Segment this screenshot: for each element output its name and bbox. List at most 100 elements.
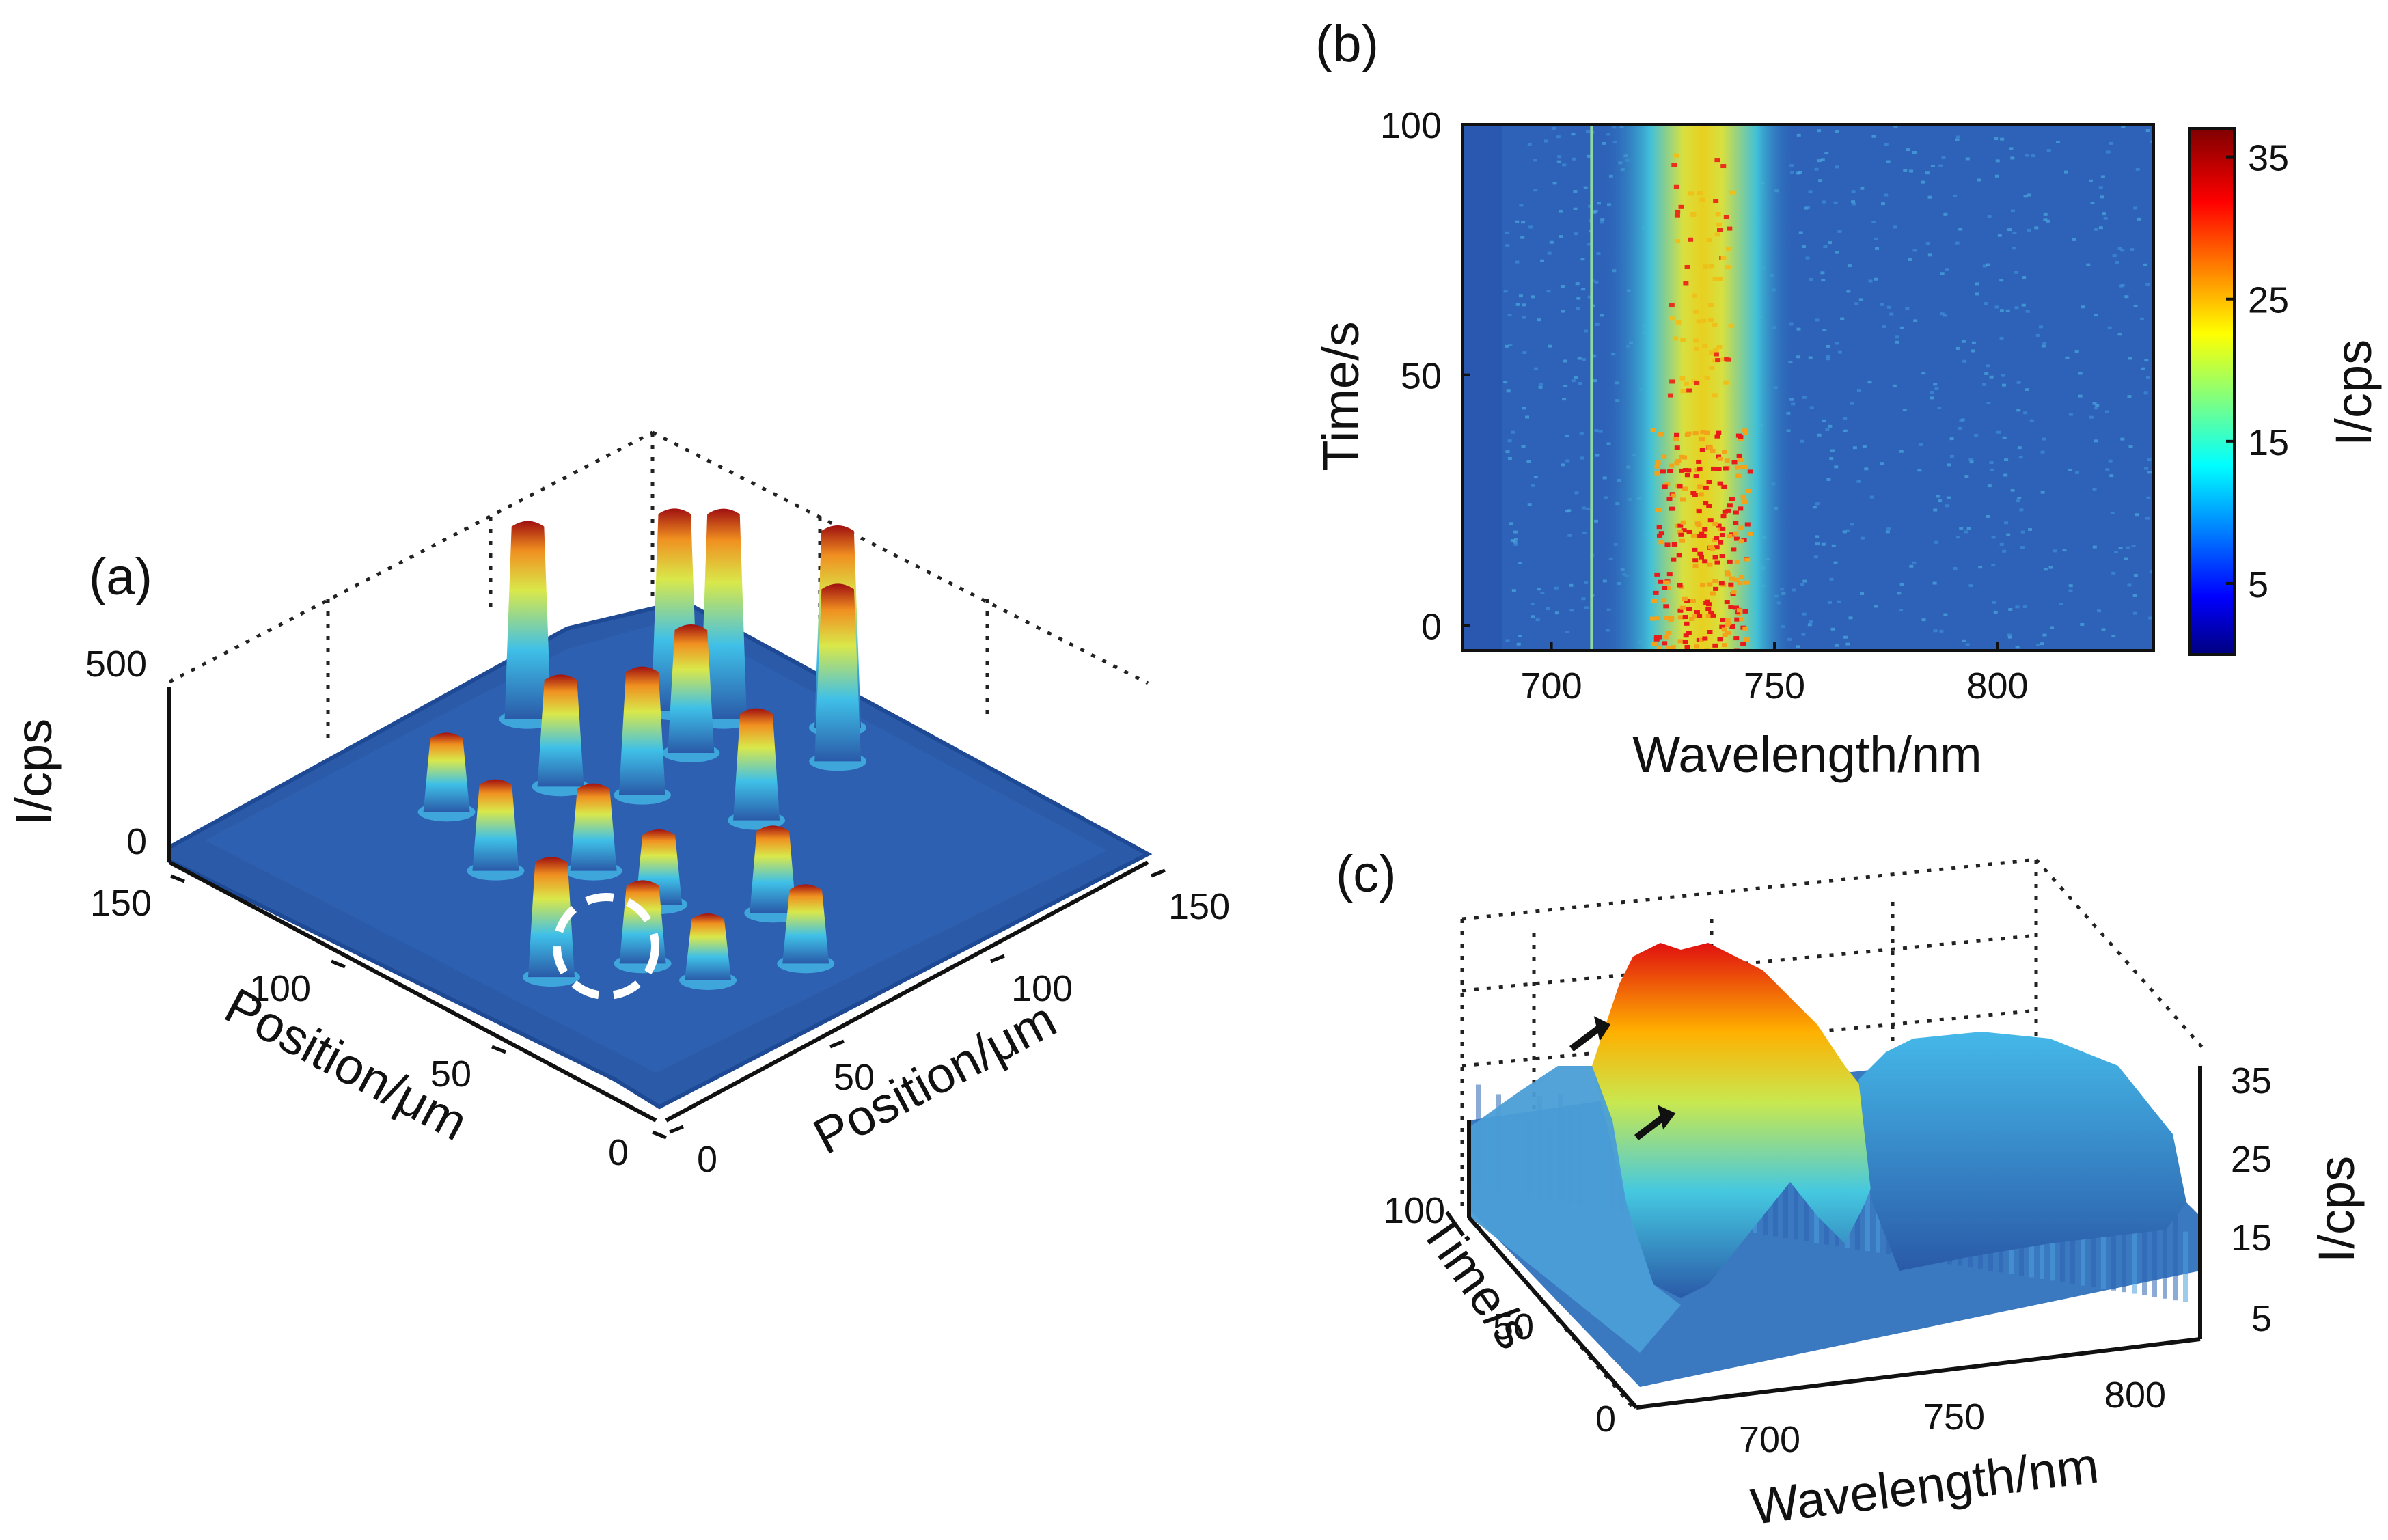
heatmap-hot-cell	[1697, 551, 1703, 556]
heatmap-noise-cell	[1868, 279, 1873, 283]
heatmap-hot-cell	[1716, 276, 1723, 281]
heatmap-hot-cell	[1728, 605, 1734, 609]
heatmap-noise-cell	[2009, 147, 2014, 150]
heatmap-noise-cell	[1595, 322, 1600, 326]
heatmap-hot-cell	[1742, 626, 1748, 631]
heatmap-noise-cell	[1953, 567, 1958, 570]
heatmap-noise-cell	[2100, 195, 2104, 199]
heatmap-noise-cell	[1515, 303, 1520, 306]
heatmap-hot-cell	[1675, 239, 1681, 244]
heatmap-noise-cell	[1842, 530, 1847, 534]
heatmap-noise-cell	[1831, 544, 1836, 547]
panel-a-y-tick: 50	[834, 1057, 875, 1098]
heatmap-noise-cell	[1505, 231, 1509, 234]
heatmap-noise-cell	[2147, 458, 2152, 462]
heatmap-noise-cell	[2023, 411, 2028, 415]
panel-b-x-tick: 700	[1521, 665, 1582, 706]
heatmap-noise-cell	[1581, 506, 1586, 510]
heatmap-noise-cell	[1576, 297, 1581, 300]
heatmap-noise-cell	[1955, 138, 1960, 141]
heatmap-noise-cell	[1554, 586, 1559, 590]
heatmap-noise-cell	[2145, 129, 2150, 133]
heatmap-noise-cell	[1845, 642, 1850, 646]
surface-stripe	[2101, 1219, 2106, 1289]
panel-a-y-tick: 0	[697, 1139, 717, 1180]
heatmap-hot-cell	[1680, 520, 1686, 525]
heatmap-noise-cell	[1830, 449, 1835, 452]
heatmap-hot-cell	[1724, 600, 1730, 605]
heatmap-hot-cell	[1720, 256, 1727, 260]
heatmap-noise-cell	[1985, 364, 1990, 368]
surface-stripe	[2122, 1204, 2126, 1293]
heatmap-noise-cell	[1939, 629, 1944, 633]
heatmap-hot-cell	[1697, 534, 1703, 538]
heatmap-noise-cell	[2144, 359, 2149, 362]
heatmap-hot-cell	[1682, 486, 1688, 491]
heatmap-noise-cell	[1893, 225, 1897, 229]
heatmap-hot-cell	[1715, 212, 1721, 217]
heatmap-noise-cell	[1815, 502, 1820, 506]
colorbar-ticks: 5 15 25 35	[2226, 138, 2289, 605]
heatmap-hot-cell	[1722, 450, 1728, 454]
heatmap-noise-cell	[2025, 388, 2029, 391]
panel-c-xlabel: Wavelength/nm	[1748, 1436, 2102, 1535]
heatmap-noise-cell	[1862, 445, 1867, 448]
panel-b: (b) 700 750 800 0 50 100 Wavelength/nm Time/…	[1313, 15, 2382, 783]
heatmap-noise-cell	[1999, 309, 2004, 312]
heatmap-noise-cell	[1989, 375, 1994, 379]
heatmap-noise-cell	[2135, 167, 2140, 171]
heatmap-noise-cell	[2015, 646, 2020, 649]
heatmap-hot-cell	[1677, 484, 1683, 489]
heatmap-noise-cell	[1933, 508, 1938, 512]
heatmap-noise-cell	[1583, 581, 1588, 584]
heatmap-noise-cell	[1881, 202, 1886, 206]
heatmap-noise-cell	[1829, 457, 1834, 460]
heatmap-noise-cell	[1522, 303, 1526, 307]
heatmap-hot-cell	[1734, 559, 1740, 564]
heatmap-noise-cell	[1518, 294, 1523, 298]
heatmap-hot-cell	[1686, 607, 1692, 611]
heatmap-noise-cell	[2072, 238, 2076, 241]
heatmap-hot-cell	[1722, 633, 1728, 637]
heatmap-hot-cell	[1669, 303, 1675, 307]
heatmap-noise-cell	[1968, 584, 1973, 588]
heatmap-noise-cell	[1996, 430, 2001, 434]
heatmap-noise-cell	[1895, 340, 1899, 344]
heatmap-hot-cell	[1707, 518, 1714, 523]
heatmap-noise-cell	[1829, 577, 1834, 581]
heatmap-noise-cell	[1543, 139, 1548, 143]
panel-c-x-tick: 700	[1739, 1419, 1800, 1460]
heatmap-hot-cell	[1690, 598, 1696, 603]
heatmap-noise-cell	[2078, 372, 2083, 375]
heatmap-noise-cell	[1895, 335, 1900, 339]
heatmap-hot-cell	[1660, 469, 1666, 474]
heatmap-noise-cell	[1546, 290, 1551, 293]
heatmap-hot-cell	[1666, 572, 1673, 577]
heatmap-noise-cell	[1982, 383, 1987, 386]
heatmap-noise-cell	[2114, 551, 2119, 554]
heatmap-hot-cell	[1692, 564, 1699, 569]
heatmap-noise-cell	[1971, 341, 1976, 344]
heatmap-noise-cell	[1521, 221, 1526, 224]
heatmap-noise-cell	[2000, 137, 2005, 141]
heatmap-noise-cell	[1571, 379, 1576, 383]
heatmap-hot-cell	[1728, 323, 1734, 328]
heatmap-noise-cell	[2101, 628, 2106, 631]
heatmap-noise-cell	[1982, 264, 1987, 268]
heatmap-noise-cell	[1506, 389, 1511, 393]
heatmap-background	[1462, 124, 2154, 650]
heatmap-hot-cell	[1736, 453, 1742, 458]
heatmap-hot-cell	[1719, 624, 1725, 629]
heatmap-noise-cell	[2141, 367, 2146, 370]
surface-stripe	[2070, 1208, 2075, 1284]
panel-b-y-tick: 0	[1421, 606, 1442, 647]
heatmap-noise-cell	[2027, 193, 2031, 197]
heatmap-noise-cell	[2111, 571, 2116, 575]
heatmap-hot-cell	[1699, 437, 1705, 442]
heatmap-noise-cell	[1579, 432, 1584, 435]
heatmap-noise-cell	[1846, 290, 1851, 293]
heatmap-noise-cell	[1949, 437, 1954, 441]
heatmap-noise-cell	[1583, 329, 1588, 333]
heatmap-hot-cell	[1710, 449, 1716, 454]
heatmap-noise-cell	[1578, 382, 1582, 385]
